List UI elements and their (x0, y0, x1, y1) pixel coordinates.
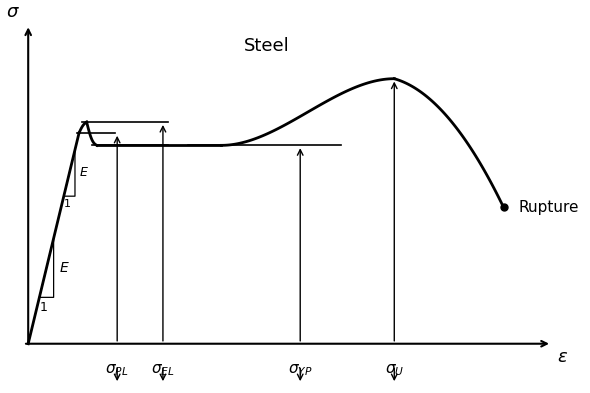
Text: $E$: $E$ (58, 261, 70, 275)
Text: Steel: Steel (244, 37, 290, 55)
Text: $E$: $E$ (79, 167, 88, 180)
Text: $\sigma$: $\sigma$ (6, 4, 20, 21)
Text: 1: 1 (64, 199, 71, 209)
Text: $\varepsilon$: $\varepsilon$ (557, 348, 568, 366)
Text: 1: 1 (40, 301, 48, 314)
Text: $\sigma_{YP}$: $\sigma_{YP}$ (288, 362, 313, 378)
Text: $\sigma_{PL}$: $\sigma_{PL}$ (106, 362, 129, 378)
Text: $\sigma_{U}$: $\sigma_{U}$ (385, 362, 404, 378)
Text: $\sigma_{EL}$: $\sigma_{EL}$ (151, 362, 175, 378)
Text: Rupture: Rupture (519, 200, 579, 215)
